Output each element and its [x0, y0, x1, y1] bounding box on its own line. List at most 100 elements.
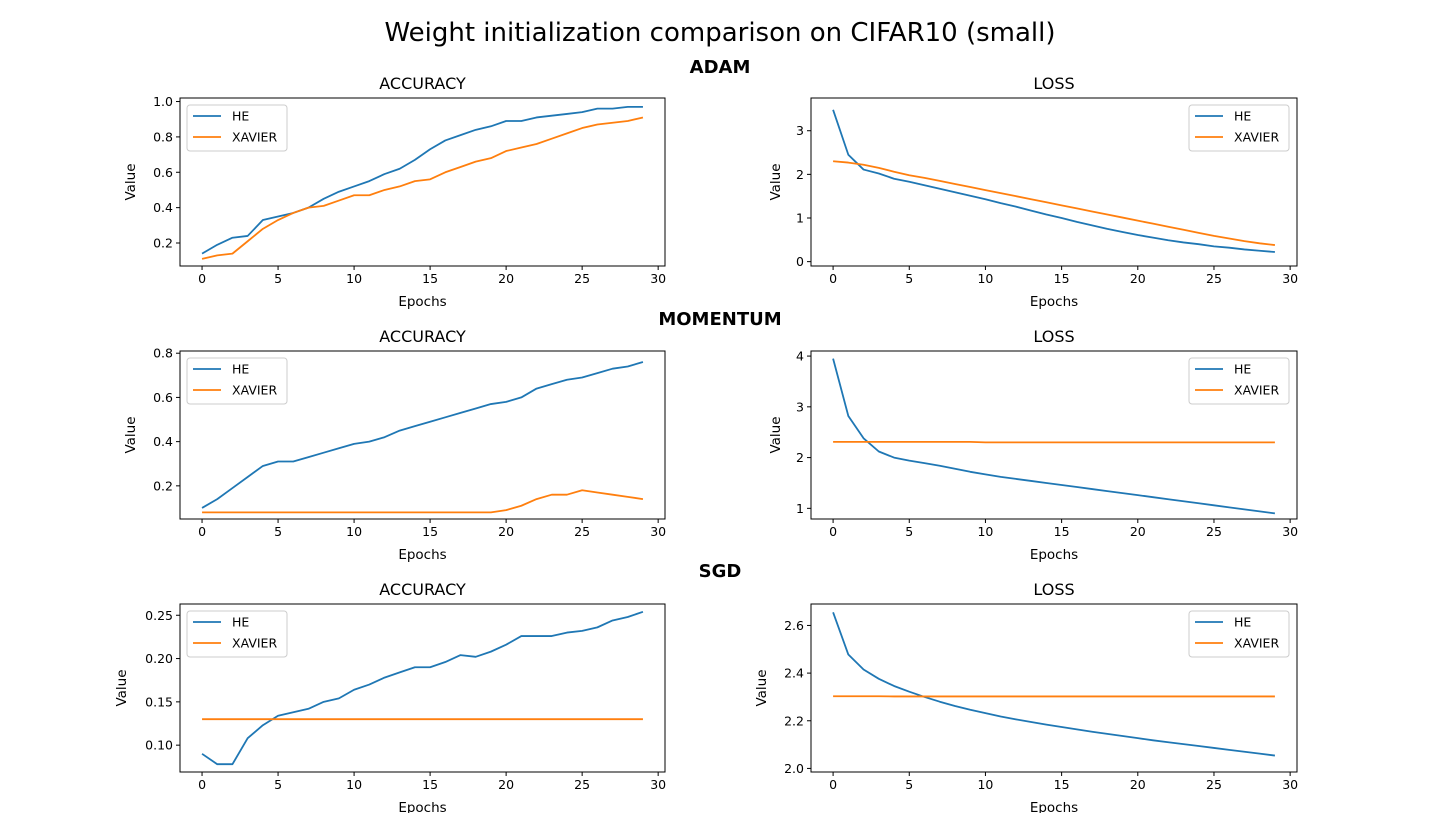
y-axis-label: Value [123, 416, 139, 453]
legend: HE XAVIER [1188, 610, 1290, 658]
panel-title: LOSS [1033, 74, 1074, 93]
x-tick-label: 25 [1206, 777, 1222, 792]
x-tick-label: 25 [574, 271, 590, 286]
x-tick-label: 5 [274, 271, 282, 286]
x-tick-label: 10 [346, 271, 362, 286]
y-axis-label: Value [768, 416, 784, 453]
legend-label-he: HE [1234, 615, 1251, 630]
legend-label-xavier: XAVIER [1234, 130, 1279, 145]
x-tick-label: 0 [829, 271, 837, 286]
x-tick-label: 30 [1282, 777, 1298, 792]
legend: HE XAVIER [186, 610, 288, 658]
x-tick-label: 20 [1130, 524, 1146, 539]
y-tick-label: 0.8 [153, 129, 173, 144]
panel-title: ACCURACY [379, 580, 466, 599]
legend-label-he: HE [232, 109, 249, 124]
axes-frame [179, 603, 666, 773]
y-axis-label: Value [754, 669, 770, 706]
group-title-sgd: SGD [699, 561, 742, 582]
y-tick-label: 0.25 [145, 608, 173, 623]
series-line-he [832, 358, 1276, 515]
axes-frame [179, 97, 666, 267]
y-tick-label: 2.0 [784, 761, 804, 776]
panel-sgd-accuracy: ACCURACY 0 5 10 15 20 25 30 0.10 0.15 0.20 0.25 Epoc… [114, 580, 666, 813]
x-tick-label: 0 [198, 777, 206, 792]
axes-frame [810, 97, 1298, 267]
figure-title: Weight initialization comparison on CIFA… [384, 18, 1055, 48]
panel-adam-accuracy: ACCURACY 0 5 10 15 20 25 30 0.2 0.4 0.6 0.8 1.0 Epoch… [123, 74, 666, 310]
y-tick-label: 0.6 [153, 390, 173, 405]
y-tick-label: 0.2 [153, 236, 173, 251]
legend-label-xavier: XAVIER [1234, 383, 1279, 398]
series-line-xavier [201, 116, 644, 260]
x-axis-label: Epochs [1030, 294, 1078, 310]
x-tick-label: 5 [274, 524, 282, 539]
x-tick-label: 20 [498, 271, 514, 286]
x-tick-label: 20 [498, 524, 514, 539]
y-tick-label: 0.2 [153, 478, 173, 493]
y-tick-label: 0.15 [145, 694, 173, 709]
y-axis-label: Value [123, 163, 139, 200]
y-tick-label: 0.6 [153, 165, 173, 180]
x-tick-label: 10 [977, 271, 993, 286]
x-axis-label: Epochs [398, 547, 446, 563]
x-tick-label: 20 [1130, 271, 1146, 286]
x-tick-label: 15 [1054, 524, 1070, 539]
x-tick-label: 10 [977, 777, 993, 792]
x-tick-label: 5 [905, 271, 913, 286]
y-tick-label: 0.20 [145, 651, 173, 666]
x-tick-label: 20 [1130, 777, 1146, 792]
panel-title: LOSS [1033, 580, 1074, 599]
x-tick-label: 15 [422, 524, 438, 539]
x-tick-label: 5 [905, 777, 913, 792]
y-tick-label: 2 [796, 450, 804, 465]
legend-label-he: HE [232, 362, 249, 377]
x-tick-label: 15 [422, 271, 438, 286]
x-tick-label: 25 [1206, 271, 1222, 286]
x-tick-label: 25 [574, 777, 590, 792]
panel-sgd-loss: LOSS 0 5 10 15 20 25 30 2.0 2.2 2.4 2.6 Epochs Value H… [754, 580, 1298, 813]
x-tick-label: 25 [1206, 524, 1222, 539]
y-tick-label: 1 [796, 501, 804, 516]
legend: HE XAVIER [186, 104, 288, 152]
panel-momentum-accuracy: ACCURACY 0 5 10 15 20 25 30 0.2 0.4 0.6 0.8 Epochs Va… [123, 327, 666, 563]
x-tick-label: 0 [829, 777, 837, 792]
legend: HE XAVIER [1188, 104, 1290, 152]
x-tick-label: 25 [574, 524, 590, 539]
x-tick-label: 30 [650, 271, 666, 286]
x-tick-label: 20 [498, 777, 514, 792]
series-line-xavier [202, 489, 644, 514]
legend-label-xavier: XAVIER [232, 383, 277, 398]
legend-label-he: HE [1234, 109, 1251, 124]
x-tick-label: 0 [829, 524, 837, 539]
legend-label-he: HE [1234, 362, 1251, 377]
y-axis-label: Value [114, 669, 130, 706]
series-line-he [832, 109, 1275, 253]
x-tick-label: 0 [198, 524, 206, 539]
x-axis-label: Epochs [1030, 800, 1078, 813]
group-title-adam: ADAM [690, 57, 751, 78]
y-tick-label: 3 [796, 123, 804, 138]
legend: HE XAVIER [1188, 357, 1290, 405]
y-tick-label: 2 [796, 167, 804, 182]
group-title-momentum: MOMENTUM [658, 309, 781, 330]
y-tick-label: 2.4 [784, 666, 804, 681]
y-tick-label: 0.4 [153, 434, 173, 449]
legend-label-he: HE [232, 615, 249, 630]
y-tick-label: 1 [796, 211, 804, 226]
legend-label-xavier: XAVIER [232, 130, 277, 145]
y-axis-label: Value [768, 163, 784, 200]
x-axis-label: Epochs [398, 294, 446, 310]
x-tick-label: 0 [198, 271, 206, 286]
series-line-xavier [833, 440, 1275, 444]
legend-label-xavier: XAVIER [232, 636, 277, 651]
x-tick-label: 10 [346, 524, 362, 539]
x-axis-label: Epochs [1030, 547, 1078, 563]
y-tick-label: 0.10 [145, 738, 173, 753]
x-tick-label: 30 [650, 524, 666, 539]
x-tick-label: 5 [274, 777, 282, 792]
series-line-he [201, 610, 644, 766]
y-tick-label: 3 [796, 399, 804, 414]
panel-adam-loss: LOSS 0 5 10 15 20 25 30 0 1 2 3 Epochs Value HE XAVIER [768, 74, 1298, 310]
